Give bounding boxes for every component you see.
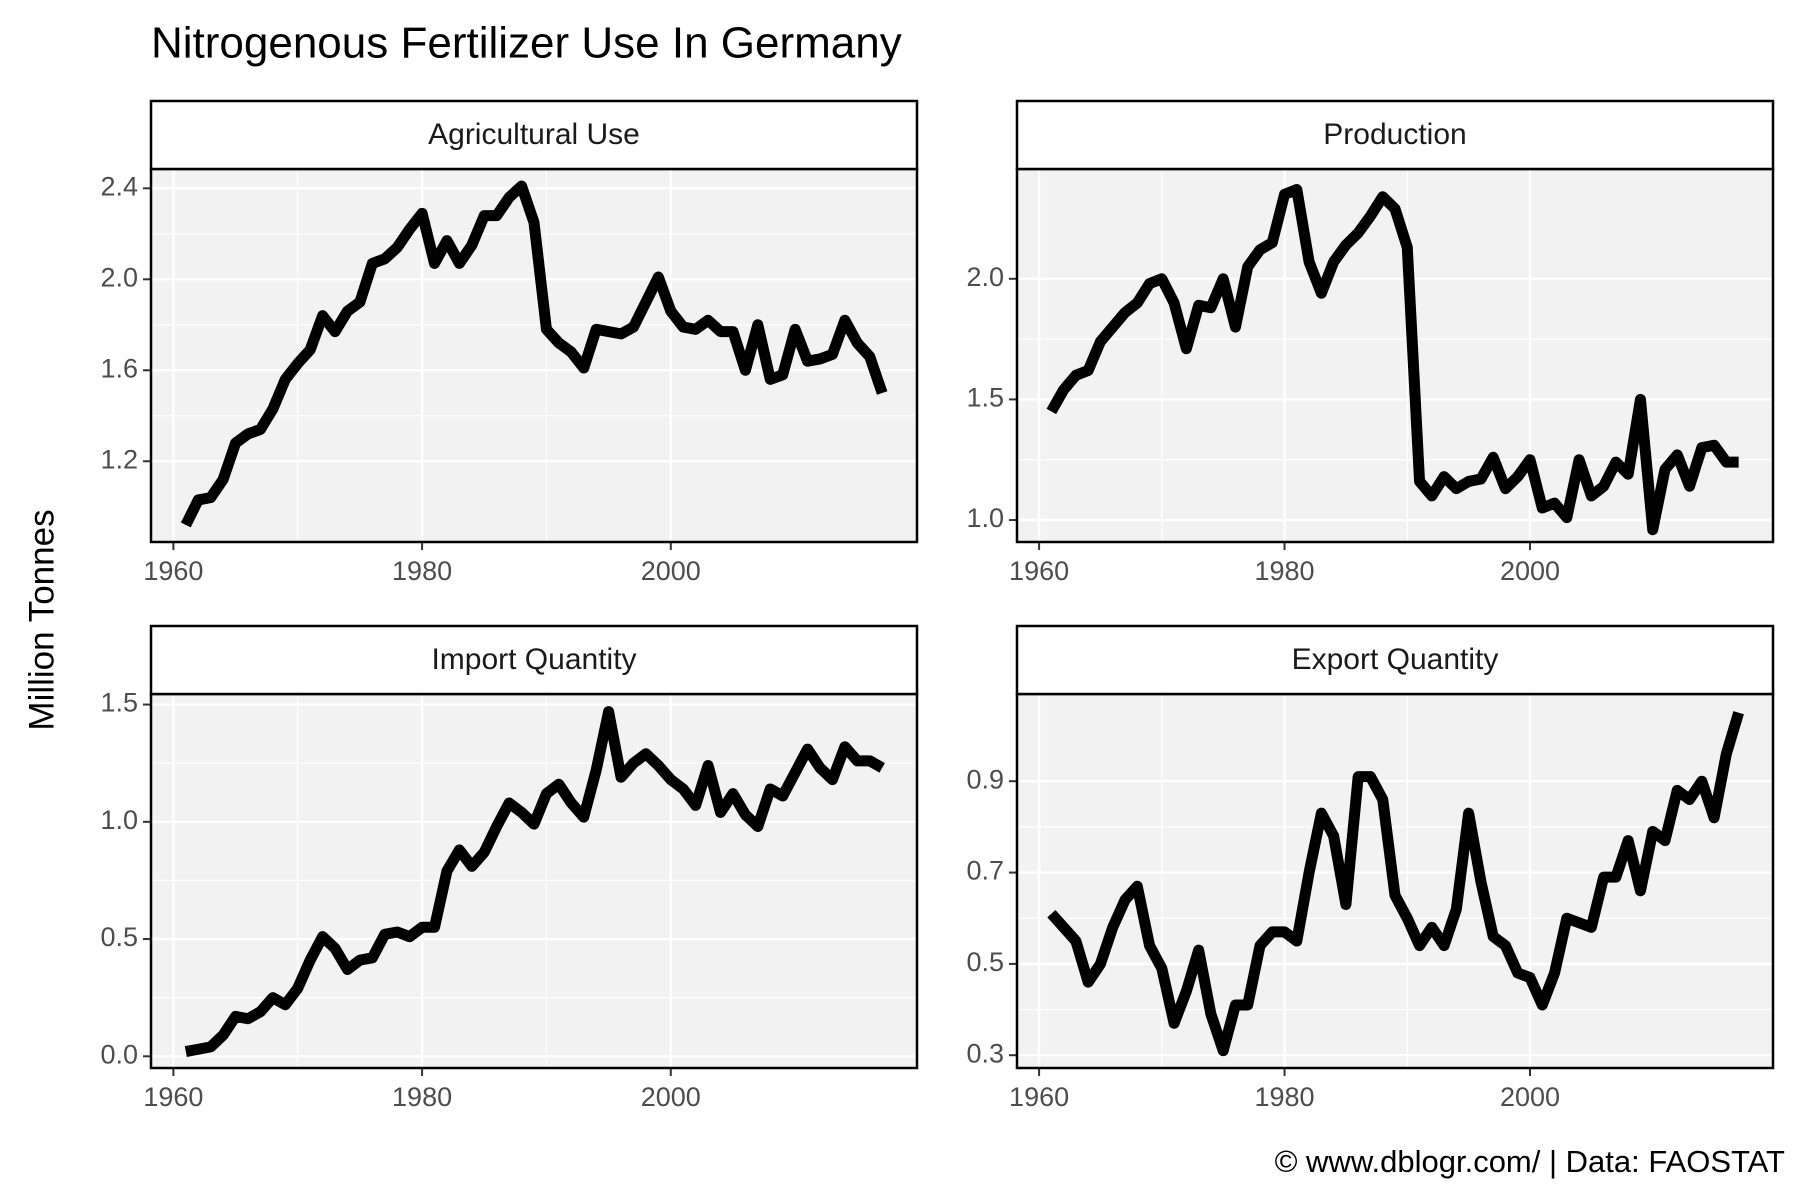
- panel-title: Agricultural Use: [428, 118, 640, 151]
- x-tick-label: 1980: [1255, 1082, 1315, 1112]
- panel-title: Export Quantity: [1292, 643, 1499, 676]
- x-tick-label: 1980: [392, 556, 452, 586]
- y-tick-label: 2.0: [100, 262, 138, 292]
- y-tick-label: 0.3: [966, 1038, 1004, 1068]
- data-line: [184, 706, 885, 1057]
- y-tick-label: 1.0: [100, 805, 138, 835]
- panel-title: Production: [1323, 118, 1466, 151]
- y-tick-label: 1.2: [100, 444, 138, 474]
- strip-background: [1015, 99, 1775, 171]
- x-tick-label: 2000: [641, 556, 701, 586]
- y-tick-label: 1.6: [100, 353, 138, 383]
- y-tick-label: 0.5: [966, 947, 1004, 977]
- strip-background: [1015, 624, 1775, 696]
- y-axis-label: Million Tonnes: [22, 509, 61, 730]
- y-tick-label: 2.4: [100, 171, 138, 201]
- chart-title: Nitrogenous Fertilizer Use In Germany: [151, 19, 902, 68]
- x-tick-label: 2000: [1500, 556, 1560, 586]
- x-tick-label: 1960: [143, 556, 203, 586]
- panel-title: Import Quantity: [431, 643, 636, 676]
- y-tick-label: 1.0: [966, 503, 1004, 533]
- strip-background: [149, 99, 919, 171]
- caption: © www.dblogr.com/ | Data: FAOSTAT: [1275, 1144, 1785, 1179]
- x-tick-label: 1980: [392, 1082, 452, 1112]
- data-line: [180, 180, 888, 528]
- y-tick-label: 1.5: [966, 383, 1004, 413]
- y-tick-label: 0.7: [966, 856, 1004, 886]
- x-tick-label: 1960: [1009, 556, 1069, 586]
- x-tick-label: 2000: [1500, 1082, 1560, 1112]
- y-tick-label: 0.0: [100, 1039, 138, 1069]
- y-tick-label: 1.5: [100, 688, 138, 718]
- y-tick-label: 2.0: [966, 262, 1004, 292]
- data-line: [1046, 184, 1739, 536]
- x-tick-label: 2000: [641, 1082, 701, 1112]
- y-tick-label: 0.9: [966, 764, 1004, 794]
- y-tick-label: 0.5: [100, 922, 138, 952]
- x-tick-label: 1960: [143, 1082, 203, 1112]
- x-tick-label: 1960: [1009, 1082, 1069, 1112]
- strip-background: [149, 624, 919, 696]
- x-tick-label: 1980: [1255, 556, 1315, 586]
- data-line: [1047, 711, 1744, 1057]
